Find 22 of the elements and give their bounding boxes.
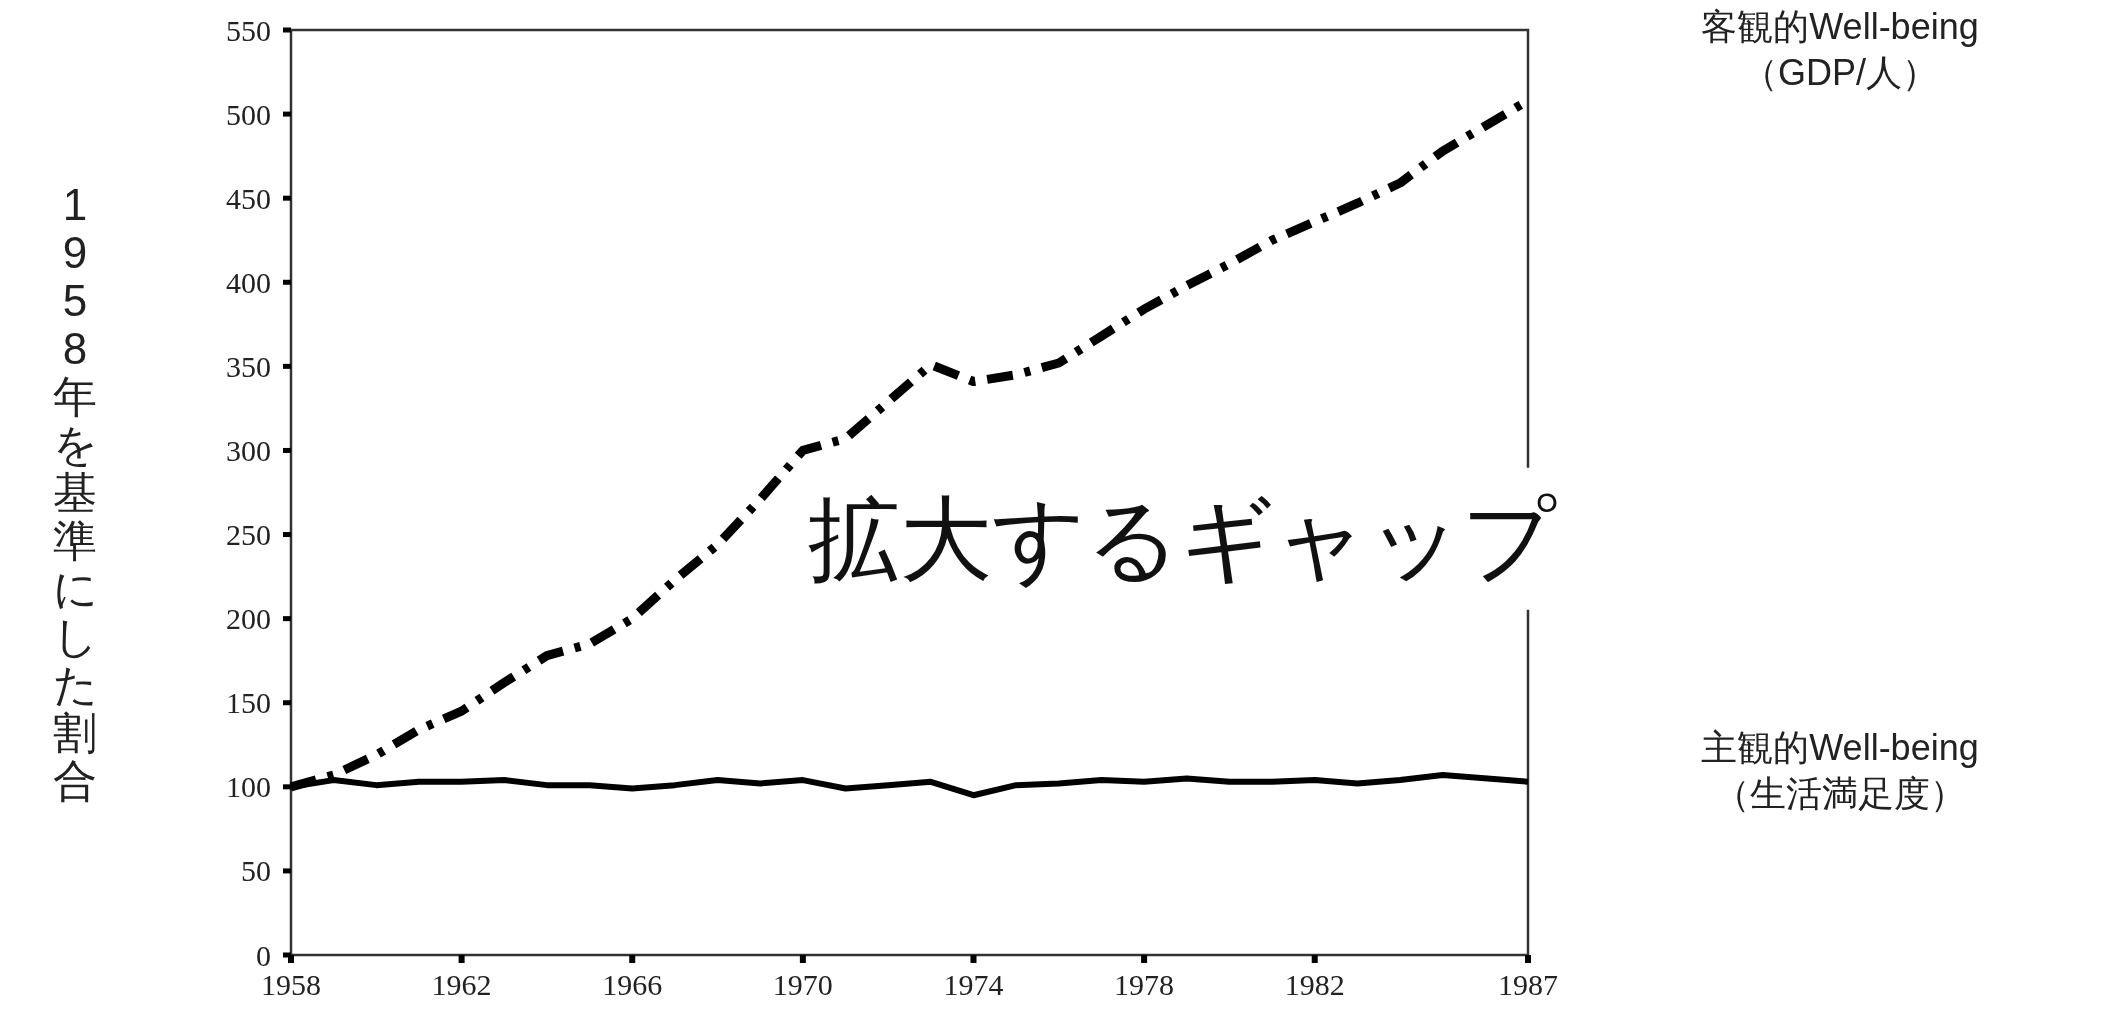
x-tick-label: 1978 bbox=[1114, 968, 1175, 1001]
text: 主観的Well-being （生活満足度） bbox=[1701, 726, 1979, 814]
y-tick-label: 50 bbox=[241, 854, 271, 888]
y-tick-label: 350 bbox=[226, 349, 271, 383]
text: 客観的Well-being （GDP/人） bbox=[1701, 5, 1979, 93]
x-tick-label: 1987 bbox=[1498, 968, 1558, 1001]
y-tick-label: 550 bbox=[226, 13, 271, 47]
annotation: 拡大するギャップ bbox=[807, 487, 1557, 590]
y-tick-label: 300 bbox=[226, 433, 271, 467]
x-tick-label: 1966 bbox=[602, 968, 663, 1001]
text: 1958年を基準にした割合 bbox=[52, 180, 98, 805]
x-tick-label: 1970 bbox=[772, 968, 833, 1001]
x-tick-label: 1982 bbox=[1284, 968, 1345, 1001]
y-tick-label: 100 bbox=[226, 770, 271, 804]
y-tick-label: 400 bbox=[226, 265, 271, 299]
x-tick-label: 1962 bbox=[431, 968, 492, 1001]
y-tick-label: 150 bbox=[226, 686, 271, 720]
y-tick-label: 250 bbox=[226, 518, 271, 552]
y-tick-label: 450 bbox=[226, 181, 271, 215]
x-tick-label: 1974 bbox=[943, 968, 1004, 1001]
y-tick-label: 200 bbox=[226, 602, 271, 636]
y-tick-label: 500 bbox=[226, 97, 271, 131]
